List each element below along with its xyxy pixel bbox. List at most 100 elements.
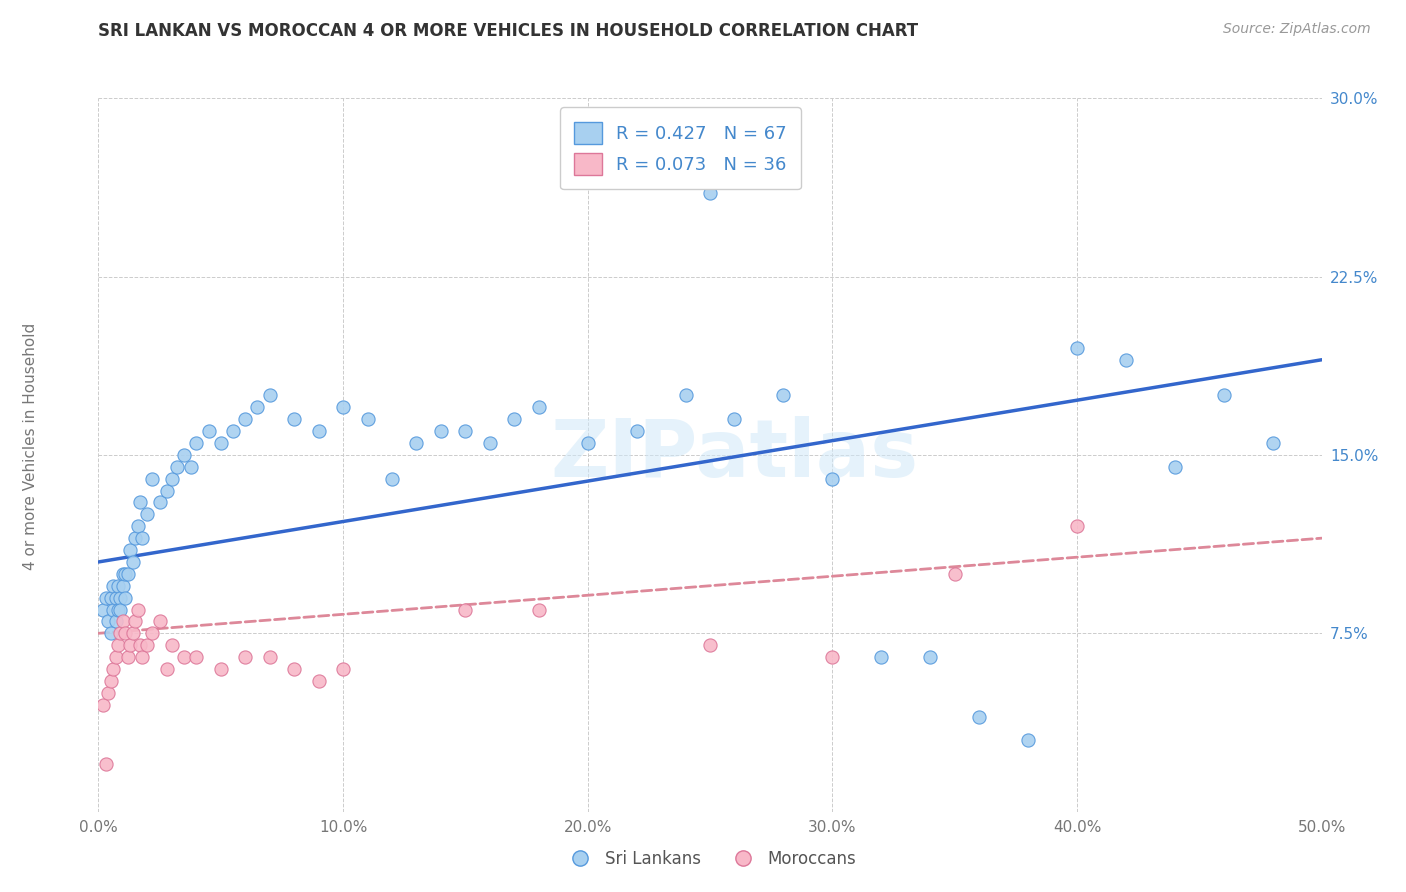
Point <box>222 424 245 438</box>
Point <box>821 472 844 486</box>
Point <box>97 615 120 629</box>
Point <box>156 483 179 498</box>
Point <box>233 650 256 665</box>
Point <box>129 638 152 652</box>
Text: ZIPatlas: ZIPatlas <box>550 416 918 494</box>
Point <box>478 436 501 450</box>
Point <box>156 662 179 676</box>
Point <box>332 401 354 415</box>
Point <box>1212 388 1234 402</box>
Point <box>149 495 172 509</box>
Point <box>209 662 232 676</box>
Point <box>124 615 146 629</box>
Point <box>100 673 122 688</box>
Point <box>233 412 256 426</box>
Point <box>332 662 354 676</box>
Point <box>110 626 132 640</box>
Point <box>699 638 721 652</box>
Point <box>127 519 149 533</box>
Point <box>173 650 195 665</box>
Point <box>626 424 648 438</box>
Point <box>131 650 153 665</box>
Point <box>136 638 159 652</box>
Legend: Sri Lankans, Moroccans: Sri Lankans, Moroccans <box>557 844 863 875</box>
Point <box>101 602 124 616</box>
Point <box>454 602 477 616</box>
Point <box>576 115 599 129</box>
Point <box>94 591 117 605</box>
Point <box>259 650 281 665</box>
Point <box>91 698 114 712</box>
Point <box>943 566 966 581</box>
Point <box>114 626 136 640</box>
Point <box>283 412 305 426</box>
Point <box>1017 733 1039 747</box>
Point <box>527 401 550 415</box>
Text: SRI LANKAN VS MOROCCAN 4 OR MORE VEHICLES IN HOUSEHOLD CORRELATION CHART: SRI LANKAN VS MOROCCAN 4 OR MORE VEHICLE… <box>98 22 918 40</box>
Point <box>104 650 127 665</box>
Point <box>308 424 330 438</box>
Point <box>160 472 183 486</box>
Point <box>356 412 378 426</box>
Point <box>110 602 132 616</box>
Point <box>124 531 146 545</box>
Point <box>141 472 163 486</box>
Point <box>920 650 942 665</box>
Point <box>100 626 122 640</box>
Point <box>209 436 232 450</box>
Point <box>149 615 172 629</box>
Point <box>675 388 697 402</box>
Point <box>186 650 208 665</box>
Point <box>1066 519 1088 533</box>
Point <box>166 459 188 474</box>
Point <box>107 602 129 616</box>
Point <box>104 615 127 629</box>
Point <box>120 543 142 558</box>
Point <box>94 757 117 772</box>
Point <box>91 602 114 616</box>
Point <box>576 436 599 450</box>
Point <box>141 626 163 640</box>
Point <box>723 412 745 426</box>
Point <box>381 472 404 486</box>
Point <box>101 662 124 676</box>
Point <box>114 591 136 605</box>
Point <box>111 579 134 593</box>
Point <box>111 615 134 629</box>
Point <box>117 566 139 581</box>
Point <box>107 638 129 652</box>
Point <box>107 579 129 593</box>
Point <box>527 602 550 616</box>
Point <box>101 579 124 593</box>
Point <box>454 424 477 438</box>
Point <box>110 591 132 605</box>
Point <box>246 401 269 415</box>
Point <box>111 566 134 581</box>
Point <box>127 602 149 616</box>
Point <box>136 508 159 522</box>
Point <box>259 388 281 402</box>
Point <box>121 626 143 640</box>
Point <box>120 638 142 652</box>
Point <box>503 412 526 426</box>
Point <box>100 591 122 605</box>
Text: 4 or more Vehicles in Household: 4 or more Vehicles in Household <box>24 322 38 570</box>
Point <box>186 436 208 450</box>
Point <box>121 555 143 569</box>
Point <box>129 495 152 509</box>
Point <box>699 186 721 201</box>
Point <box>160 638 183 652</box>
Point <box>967 709 990 723</box>
Point <box>1066 341 1088 355</box>
Point <box>821 650 844 665</box>
Point <box>114 566 136 581</box>
Point <box>308 673 330 688</box>
Point <box>283 662 305 676</box>
Point <box>772 388 794 402</box>
Point <box>430 424 453 438</box>
Text: Source: ZipAtlas.com: Source: ZipAtlas.com <box>1223 22 1371 37</box>
Point <box>1261 436 1284 450</box>
Point <box>405 436 427 450</box>
Point <box>97 686 120 700</box>
Point <box>131 531 153 545</box>
